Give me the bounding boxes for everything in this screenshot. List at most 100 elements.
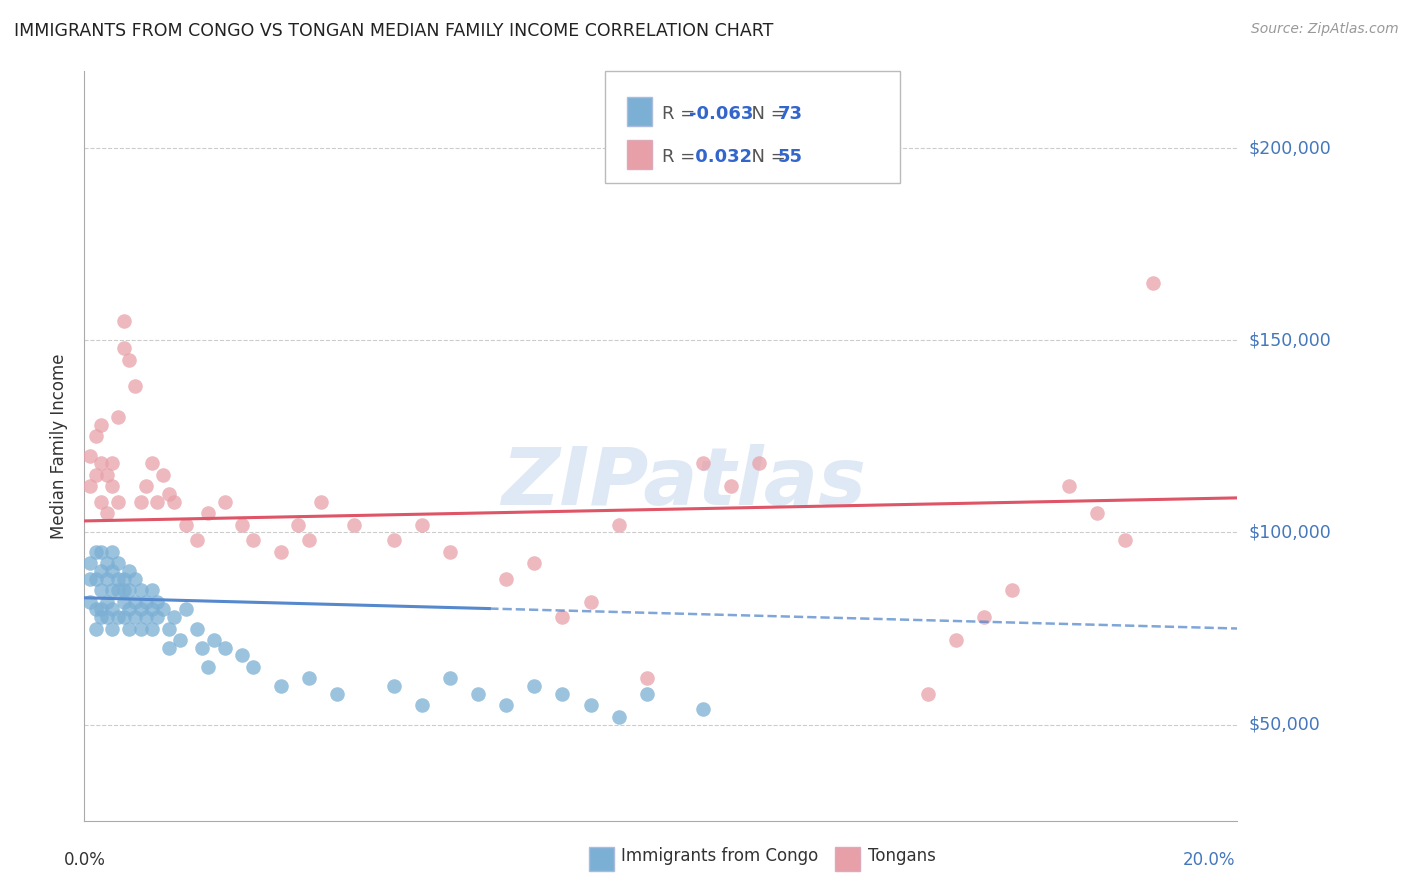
Point [124, 610, 146, 624]
Point [90, 544, 112, 558]
Point [186, 533, 208, 548]
Point [135, 594, 157, 608]
Point [112, 583, 135, 598]
Point [186, 622, 208, 636]
Point [242, 533, 264, 548]
Point [79, 556, 101, 570]
Point [118, 622, 141, 636]
Point [1057, 479, 1080, 493]
Point [917, 687, 939, 701]
Point [326, 687, 349, 701]
Point [214, 640, 236, 655]
Point [90, 602, 112, 616]
Point [636, 687, 658, 701]
Text: R =: R = [662, 147, 702, 166]
Point [90, 610, 112, 624]
Point [90, 583, 112, 598]
Point [439, 544, 461, 558]
Text: -0.063: -0.063 [689, 105, 754, 123]
Point [101, 479, 124, 493]
Point [107, 556, 129, 570]
Point [231, 517, 253, 532]
Point [96, 506, 118, 520]
Point [96, 572, 118, 586]
Point [551, 610, 574, 624]
Point [112, 594, 135, 608]
Point [197, 660, 219, 674]
Point [90, 494, 112, 508]
Point [1001, 583, 1024, 598]
Point [84, 602, 107, 616]
Text: 0.0%: 0.0% [63, 851, 105, 869]
Point [467, 687, 489, 701]
Text: ZIPatlas: ZIPatlas [502, 444, 866, 523]
Point [174, 602, 197, 616]
Point [79, 572, 101, 586]
Point [945, 633, 967, 648]
Text: $100,000: $100,000 [1249, 524, 1331, 541]
Point [129, 622, 152, 636]
Point [141, 622, 163, 636]
Point [551, 687, 574, 701]
Point [107, 494, 129, 508]
Text: $50,000: $50,000 [1249, 715, 1320, 733]
Point [129, 583, 152, 598]
Point [79, 594, 101, 608]
Point [692, 456, 714, 470]
Point [146, 610, 169, 624]
Point [270, 544, 292, 558]
Point [79, 449, 101, 463]
Text: Source: ZipAtlas.com: Source: ZipAtlas.com [1251, 22, 1399, 37]
Y-axis label: Median Family Income: Median Family Income [51, 353, 69, 539]
Text: 0.032: 0.032 [689, 147, 752, 166]
Point [523, 556, 546, 570]
Point [141, 583, 163, 598]
Point [90, 417, 112, 432]
Point [107, 410, 129, 425]
Point [1114, 533, 1136, 548]
Point [107, 610, 129, 624]
Point [101, 602, 124, 616]
Text: $150,000: $150,000 [1249, 331, 1331, 350]
Point [270, 679, 292, 693]
Point [101, 456, 124, 470]
Point [90, 564, 112, 578]
Point [84, 544, 107, 558]
Point [411, 698, 433, 713]
Text: N =: N = [740, 105, 792, 123]
Point [636, 672, 658, 686]
Text: $200,000: $200,000 [1249, 139, 1331, 157]
Point [495, 572, 517, 586]
Point [96, 467, 118, 482]
Point [118, 602, 141, 616]
Point [169, 633, 191, 648]
Point [129, 494, 152, 508]
Point [124, 379, 146, 393]
Point [439, 672, 461, 686]
Point [146, 594, 169, 608]
Point [141, 456, 163, 470]
Point [118, 352, 141, 367]
Text: N =: N = [740, 147, 792, 166]
Point [202, 633, 225, 648]
Point [1142, 276, 1164, 290]
Point [135, 610, 157, 624]
Text: R =: R = [662, 105, 702, 123]
Point [579, 698, 602, 713]
Point [607, 517, 630, 532]
Point [124, 572, 146, 586]
Point [720, 479, 742, 493]
Point [152, 467, 174, 482]
Point [90, 456, 112, 470]
Point [495, 698, 517, 713]
Point [118, 564, 141, 578]
Point [411, 517, 433, 532]
Point [101, 564, 124, 578]
Point [214, 494, 236, 508]
Point [382, 533, 405, 548]
Point [118, 583, 141, 598]
Point [79, 479, 101, 493]
Point [96, 610, 118, 624]
Point [84, 467, 107, 482]
Point [157, 640, 180, 655]
